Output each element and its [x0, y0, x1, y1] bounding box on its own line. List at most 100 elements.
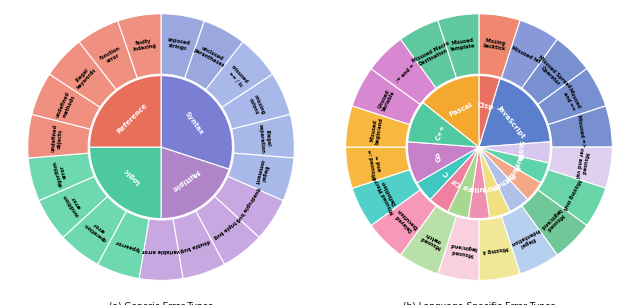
Wedge shape	[196, 196, 259, 264]
Text: Reference: Reference	[116, 102, 148, 134]
Text: Missing
backtick: Missing backtick	[483, 38, 508, 52]
Text: JavaScript: JavaScript	[497, 104, 526, 139]
Text: Multiple: Multiple	[170, 168, 200, 192]
Text: Scala: Scala	[516, 139, 524, 161]
Text: Misused
var and val: Misused var and val	[573, 147, 589, 179]
Wedge shape	[522, 190, 587, 255]
Wedge shape	[346, 106, 410, 147]
Wedge shape	[408, 102, 479, 147]
Text: PHP: PHP	[483, 181, 500, 192]
Text: Misused
and ==: Misused and ==	[561, 88, 581, 113]
Wedge shape	[438, 14, 479, 78]
Wedge shape	[479, 14, 520, 78]
Wedge shape	[417, 147, 479, 199]
Wedge shape	[185, 21, 243, 90]
Text: Misused Macro
Definition: Misused Macro Definition	[372, 173, 401, 215]
Text: undefined
methods: undefined methods	[56, 90, 77, 120]
Text: function
error: function error	[99, 46, 124, 66]
Wedge shape	[538, 170, 605, 225]
Wedge shape	[232, 114, 294, 158]
Text: Unused
Variable: Unused Variable	[376, 88, 396, 113]
Wedge shape	[90, 147, 161, 219]
Text: C: C	[443, 169, 451, 177]
Wedge shape	[63, 196, 126, 264]
Wedge shape	[502, 206, 557, 274]
Text: operation
error: operation error	[83, 217, 111, 242]
Wedge shape	[32, 74, 100, 129]
Wedge shape	[430, 147, 479, 211]
Text: Python: Python	[489, 171, 515, 192]
Text: C++: C++	[435, 123, 447, 141]
Text: condition
error: condition error	[63, 190, 86, 217]
Text: Go: Go	[435, 150, 443, 162]
Text: faulty
indexing: faulty indexing	[131, 38, 157, 52]
Wedge shape	[479, 216, 520, 280]
Text: Misused =>: Misused =>	[577, 114, 586, 147]
Wedge shape	[49, 42, 116, 107]
Text: triple bug: triple bug	[212, 219, 237, 239]
Wedge shape	[468, 147, 490, 219]
Text: algorithm
error: algorithm error	[52, 158, 69, 187]
Wedge shape	[438, 216, 479, 280]
Wedge shape	[206, 42, 273, 107]
Wedge shape	[222, 74, 291, 129]
Text: Syntax: Syntax	[184, 110, 205, 136]
Wedge shape	[139, 219, 183, 280]
Text: misused
== / is: misused == / is	[226, 65, 249, 89]
Wedge shape	[228, 153, 294, 201]
Text: double bug: double bug	[179, 238, 211, 253]
Wedge shape	[502, 20, 557, 88]
Wedge shape	[352, 69, 420, 124]
Text: Rust: Rust	[511, 152, 524, 172]
Text: Misused :=
and =: Misused := and =	[369, 147, 384, 179]
Wedge shape	[408, 142, 479, 183]
Wedge shape	[548, 106, 612, 147]
Wedge shape	[214, 176, 283, 237]
Title: (a) Generic Error Types: (a) Generic Error Types	[109, 302, 213, 305]
Text: quadruple bug: quadruple bug	[235, 185, 261, 222]
Text: Logic: Logic	[122, 167, 141, 186]
Text: unposed
strings: unposed strings	[166, 38, 191, 52]
Wedge shape	[401, 20, 456, 88]
Text: Misused
template: Misused template	[449, 37, 476, 52]
Text: Misused Spread
Operator: Misused Spread Operator	[533, 54, 572, 93]
Text: typeerror: typeerror	[114, 239, 141, 252]
Text: unclosed
parentheses: unclosed parentheses	[193, 43, 228, 69]
Wedge shape	[423, 76, 479, 147]
Wedge shape	[28, 153, 94, 201]
Text: undefined
objects: undefined objects	[51, 124, 64, 153]
Wedge shape	[479, 147, 541, 199]
Text: Delayed
Execution: Delayed Execution	[392, 207, 419, 234]
Text: missing
colons: missing colons	[247, 94, 265, 117]
Wedge shape	[161, 147, 229, 219]
Text: Julia: Julia	[470, 185, 488, 191]
Wedge shape	[118, 14, 161, 78]
Wedge shape	[371, 190, 436, 255]
Wedge shape	[479, 142, 550, 163]
Wedge shape	[538, 69, 605, 124]
Wedge shape	[479, 76, 500, 147]
Wedge shape	[28, 114, 90, 158]
Text: Missing mut: Missing mut	[561, 178, 581, 210]
Text: Misused
begin/end: Misused begin/end	[369, 117, 384, 145]
Wedge shape	[548, 147, 612, 188]
Wedge shape	[479, 147, 548, 183]
Wedge shape	[161, 14, 204, 78]
Wedge shape	[371, 39, 436, 104]
Wedge shape	[448, 147, 479, 218]
Wedge shape	[479, 147, 527, 211]
Text: := and =: := and =	[396, 63, 416, 84]
Wedge shape	[352, 170, 420, 225]
Text: C#: C#	[449, 176, 462, 187]
Title: (b) Language-Specific Error Types: (b) Language-Specific Error Types	[403, 302, 555, 305]
Text: Ruby: Ruby	[502, 163, 520, 182]
Wedge shape	[97, 211, 149, 278]
Text: Illegal
Indentation: Illegal Indentation	[509, 228, 543, 252]
Text: illegal
comment: illegal comment	[253, 159, 270, 186]
Wedge shape	[161, 76, 232, 169]
Wedge shape	[346, 147, 410, 188]
Wedge shape	[522, 39, 587, 104]
Text: Misused let: Misused let	[511, 45, 541, 64]
Wedge shape	[90, 76, 161, 147]
Wedge shape	[79, 21, 138, 90]
